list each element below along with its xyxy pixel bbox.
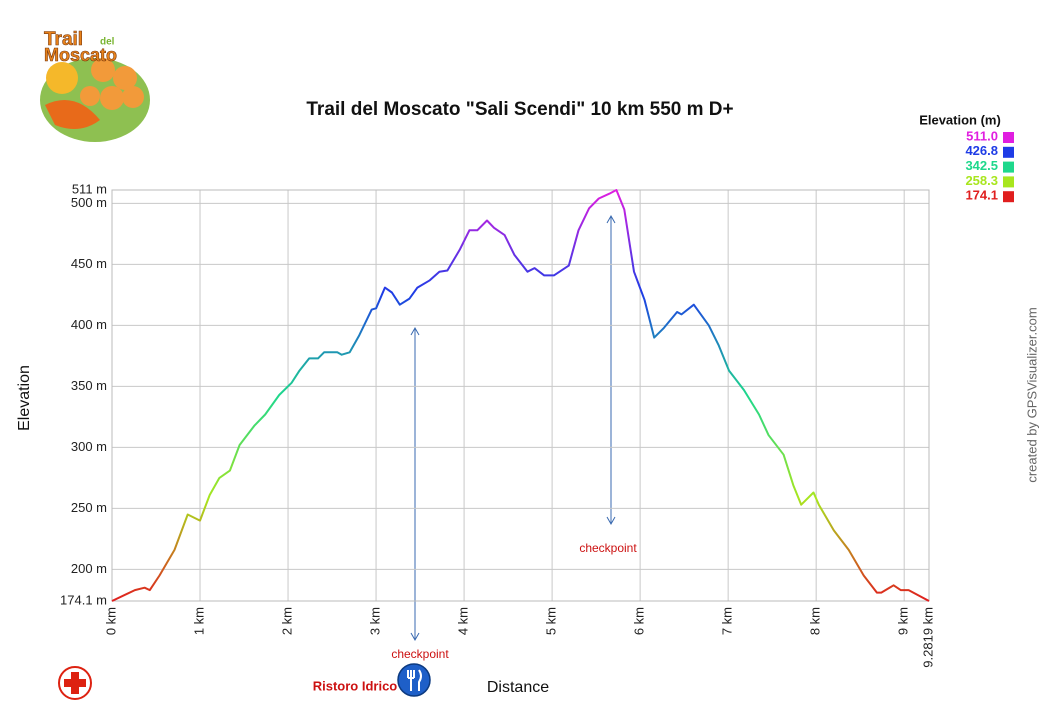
x-tick-label: 8 km — [808, 607, 823, 635]
legend-label: 511.0 — [966, 128, 998, 143]
legend-label: 426.8 — [965, 143, 998, 158]
plot-frame — [111, 189, 930, 602]
y-tick-label: 300 m — [71, 439, 107, 454]
annotation: checkpoint — [391, 647, 449, 661]
logo-text: Moscato — [44, 45, 117, 65]
y-tick-label: 350 m — [71, 378, 107, 393]
x-tick-label: 4 km — [456, 607, 471, 635]
y-tick-label: 511 m — [72, 181, 107, 196]
y-tick-label: 400 m — [71, 317, 107, 332]
y-tick-label: 450 m — [71, 256, 107, 271]
y-tick-label: 250 m — [71, 500, 107, 515]
legend-swatch — [1003, 161, 1014, 173]
x-tick-label: 2 km — [279, 607, 294, 635]
legend-swatch — [1003, 191, 1014, 203]
x-tick-label: 6 km — [632, 607, 647, 635]
logo-text: Trail — [44, 29, 83, 50]
elevation-line — [111, 189, 930, 602]
legend-swatch — [1003, 146, 1014, 158]
legend-title: Elevation (m) — [919, 112, 1001, 127]
x-axis-title: Distance — [487, 679, 549, 696]
x-tick-label: 7 km — [720, 607, 735, 635]
logo-text: del — [100, 37, 115, 48]
x-tick-label: 0 km — [103, 607, 118, 635]
y-tick-label: 500 m — [71, 195, 107, 210]
annotation-arrows — [410, 214, 616, 642]
x-tick-label: 9.2819 km — [920, 607, 935, 668]
annotation: checkpoint — [579, 541, 637, 555]
food-icon — [397, 663, 431, 697]
chart-title: Trail del Moscato "Sali Scendi" 10 km 55… — [306, 99, 733, 120]
credit: created by GPSVisualizer.com — [1024, 307, 1039, 482]
x-tick-label: 1 km — [191, 607, 206, 635]
y-tick-label: 200 m — [71, 561, 107, 576]
y-tick-label: 174.1 m — [60, 592, 107, 607]
first-aid-icon — [58, 666, 92, 700]
logo: Trail del Moscato — [40, 29, 150, 142]
legend-label: 258.3 — [965, 173, 998, 188]
legend-label: 174.1 — [965, 188, 998, 203]
x-tick-label: 9 km — [896, 607, 911, 635]
x-tick-label: 3 km — [367, 607, 382, 635]
y-axis-title: Elevation — [16, 365, 33, 431]
x-tick-label: 5 km — [544, 607, 559, 635]
legend-swatch — [1003, 132, 1014, 143]
legend-label: 342.5 — [965, 158, 998, 173]
annotation: Ristoro Idrico — [313, 678, 398, 693]
legend-swatch — [1003, 176, 1014, 188]
